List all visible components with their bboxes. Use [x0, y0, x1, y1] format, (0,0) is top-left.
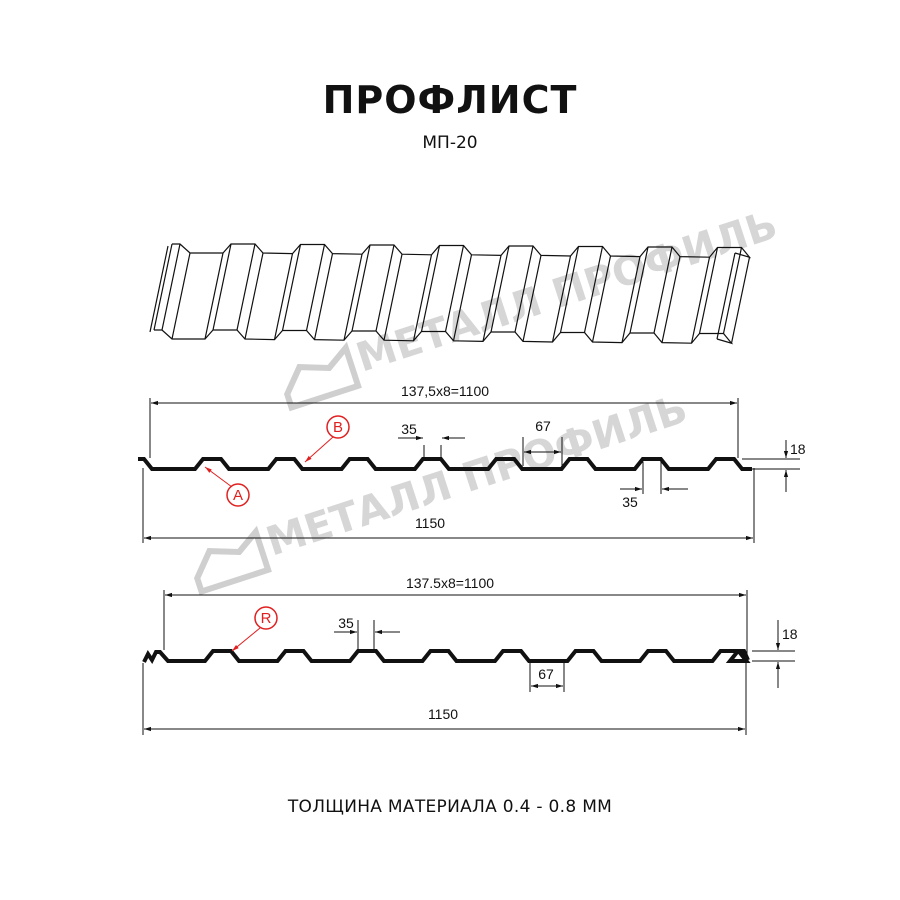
sheet-fold-line: [522, 255, 542, 342]
sheet-edge-overlap: [149, 245, 169, 333]
sheet-fold-line: [621, 256, 641, 343]
sheet-top-edge: [172, 243, 752, 259]
sheet-fold-line: [716, 252, 736, 340]
marker-b: [326, 415, 350, 439]
sheet-fold-line: [351, 244, 371, 332]
bottom-width-label: 35: [622, 494, 638, 510]
sheet-fold-line: [212, 243, 232, 331]
sheet-fold-line: [171, 252, 191, 340]
sheet-fold-line: [583, 246, 604, 333]
sheet-fold-line: [653, 246, 673, 334]
profile-b: 137.5x8=1100 1150 35 67 18 R: [142, 575, 798, 735]
pitch-label: 67: [535, 418, 551, 434]
watermark-text: МЕТАЛЛ ПРОФИЛЬ: [261, 386, 693, 566]
watermark-text: МЕТАЛЛ ПРОФИЛЬ: [351, 202, 783, 382]
sheet-fold-line: [730, 257, 751, 344]
watermark-2: МЕТАЛЛ ПРОФИЛЬ: [193, 386, 693, 596]
total-label: 1150: [428, 706, 458, 722]
sheet-fold-line: [244, 252, 264, 340]
sheet-fold-line: [281, 244, 302, 331]
marker-r: [254, 606, 278, 630]
model-subtitle: МП-20: [422, 133, 478, 153]
sheet-fold-line: [591, 255, 612, 343]
material-thickness-note: ТОЛЩИНА МАТЕРИАЛА 0.4 - 0.8 ММ: [287, 797, 613, 817]
top-width-label: 35: [401, 421, 417, 437]
marker-a: [226, 483, 250, 507]
watermark-logo-icon: [193, 525, 272, 596]
sheet-fold-line: [490, 245, 510, 333]
sheet-fold-line: [305, 244, 326, 331]
sheet-bottom-edge: [154, 329, 734, 345]
height-label: 18: [782, 626, 798, 642]
sheet-fold-line: [313, 253, 334, 340]
marker-r-label: R: [261, 610, 272, 627]
sheet-fold-line: [383, 254, 403, 341]
sheet-fold-line: [559, 246, 580, 333]
total-label: 1150: [415, 515, 445, 531]
top-width-label: 35: [338, 615, 354, 631]
height-label: 18: [790, 441, 806, 457]
page-title: ПРОФЛИСТ: [322, 78, 578, 122]
sheet-fold-line: [482, 255, 502, 342]
sheet-fold-line: [551, 255, 572, 343]
sheet-fold-line: [412, 254, 433, 341]
sheet-fold-line: [629, 246, 649, 334]
sheet-fold-line: [514, 245, 534, 333]
profile-a: 137,5x8=1100 1150 35 67 35 18 B A: [138, 383, 806, 543]
sheet-fold-line: [661, 256, 681, 343]
sheet-fold-line: [236, 243, 256, 331]
sheet-fold-line: [161, 243, 181, 331]
sheet-fold-line: [375, 244, 395, 332]
sheet-fold-line: [690, 257, 711, 344]
watermark-logo-icon: [283, 341, 362, 412]
sheet-fold-line: [452, 254, 473, 341]
sheet-fold-line: [343, 254, 363, 341]
pitch-label: 67: [538, 666, 554, 682]
sheet-fold-line: [444, 245, 465, 332]
profile-b-section: [142, 649, 751, 664]
span-label: 137,5x8=1100: [401, 383, 489, 399]
profile-a-section: [138, 457, 752, 471]
sheet-fold-line: [420, 245, 441, 332]
sheet-fold-line: [204, 252, 224, 340]
marker-b-label: B: [333, 419, 343, 436]
sheet-fold-line: [153, 243, 173, 331]
marker-a-label: A: [233, 487, 243, 504]
sheet-fold-line: [273, 253, 294, 340]
span-label: 137.5x8=1100: [406, 575, 494, 591]
sheet-fold-line: [698, 247, 719, 334]
sheet-perspective-view: [149, 243, 752, 345]
sheet-fold-line: [722, 247, 743, 334]
